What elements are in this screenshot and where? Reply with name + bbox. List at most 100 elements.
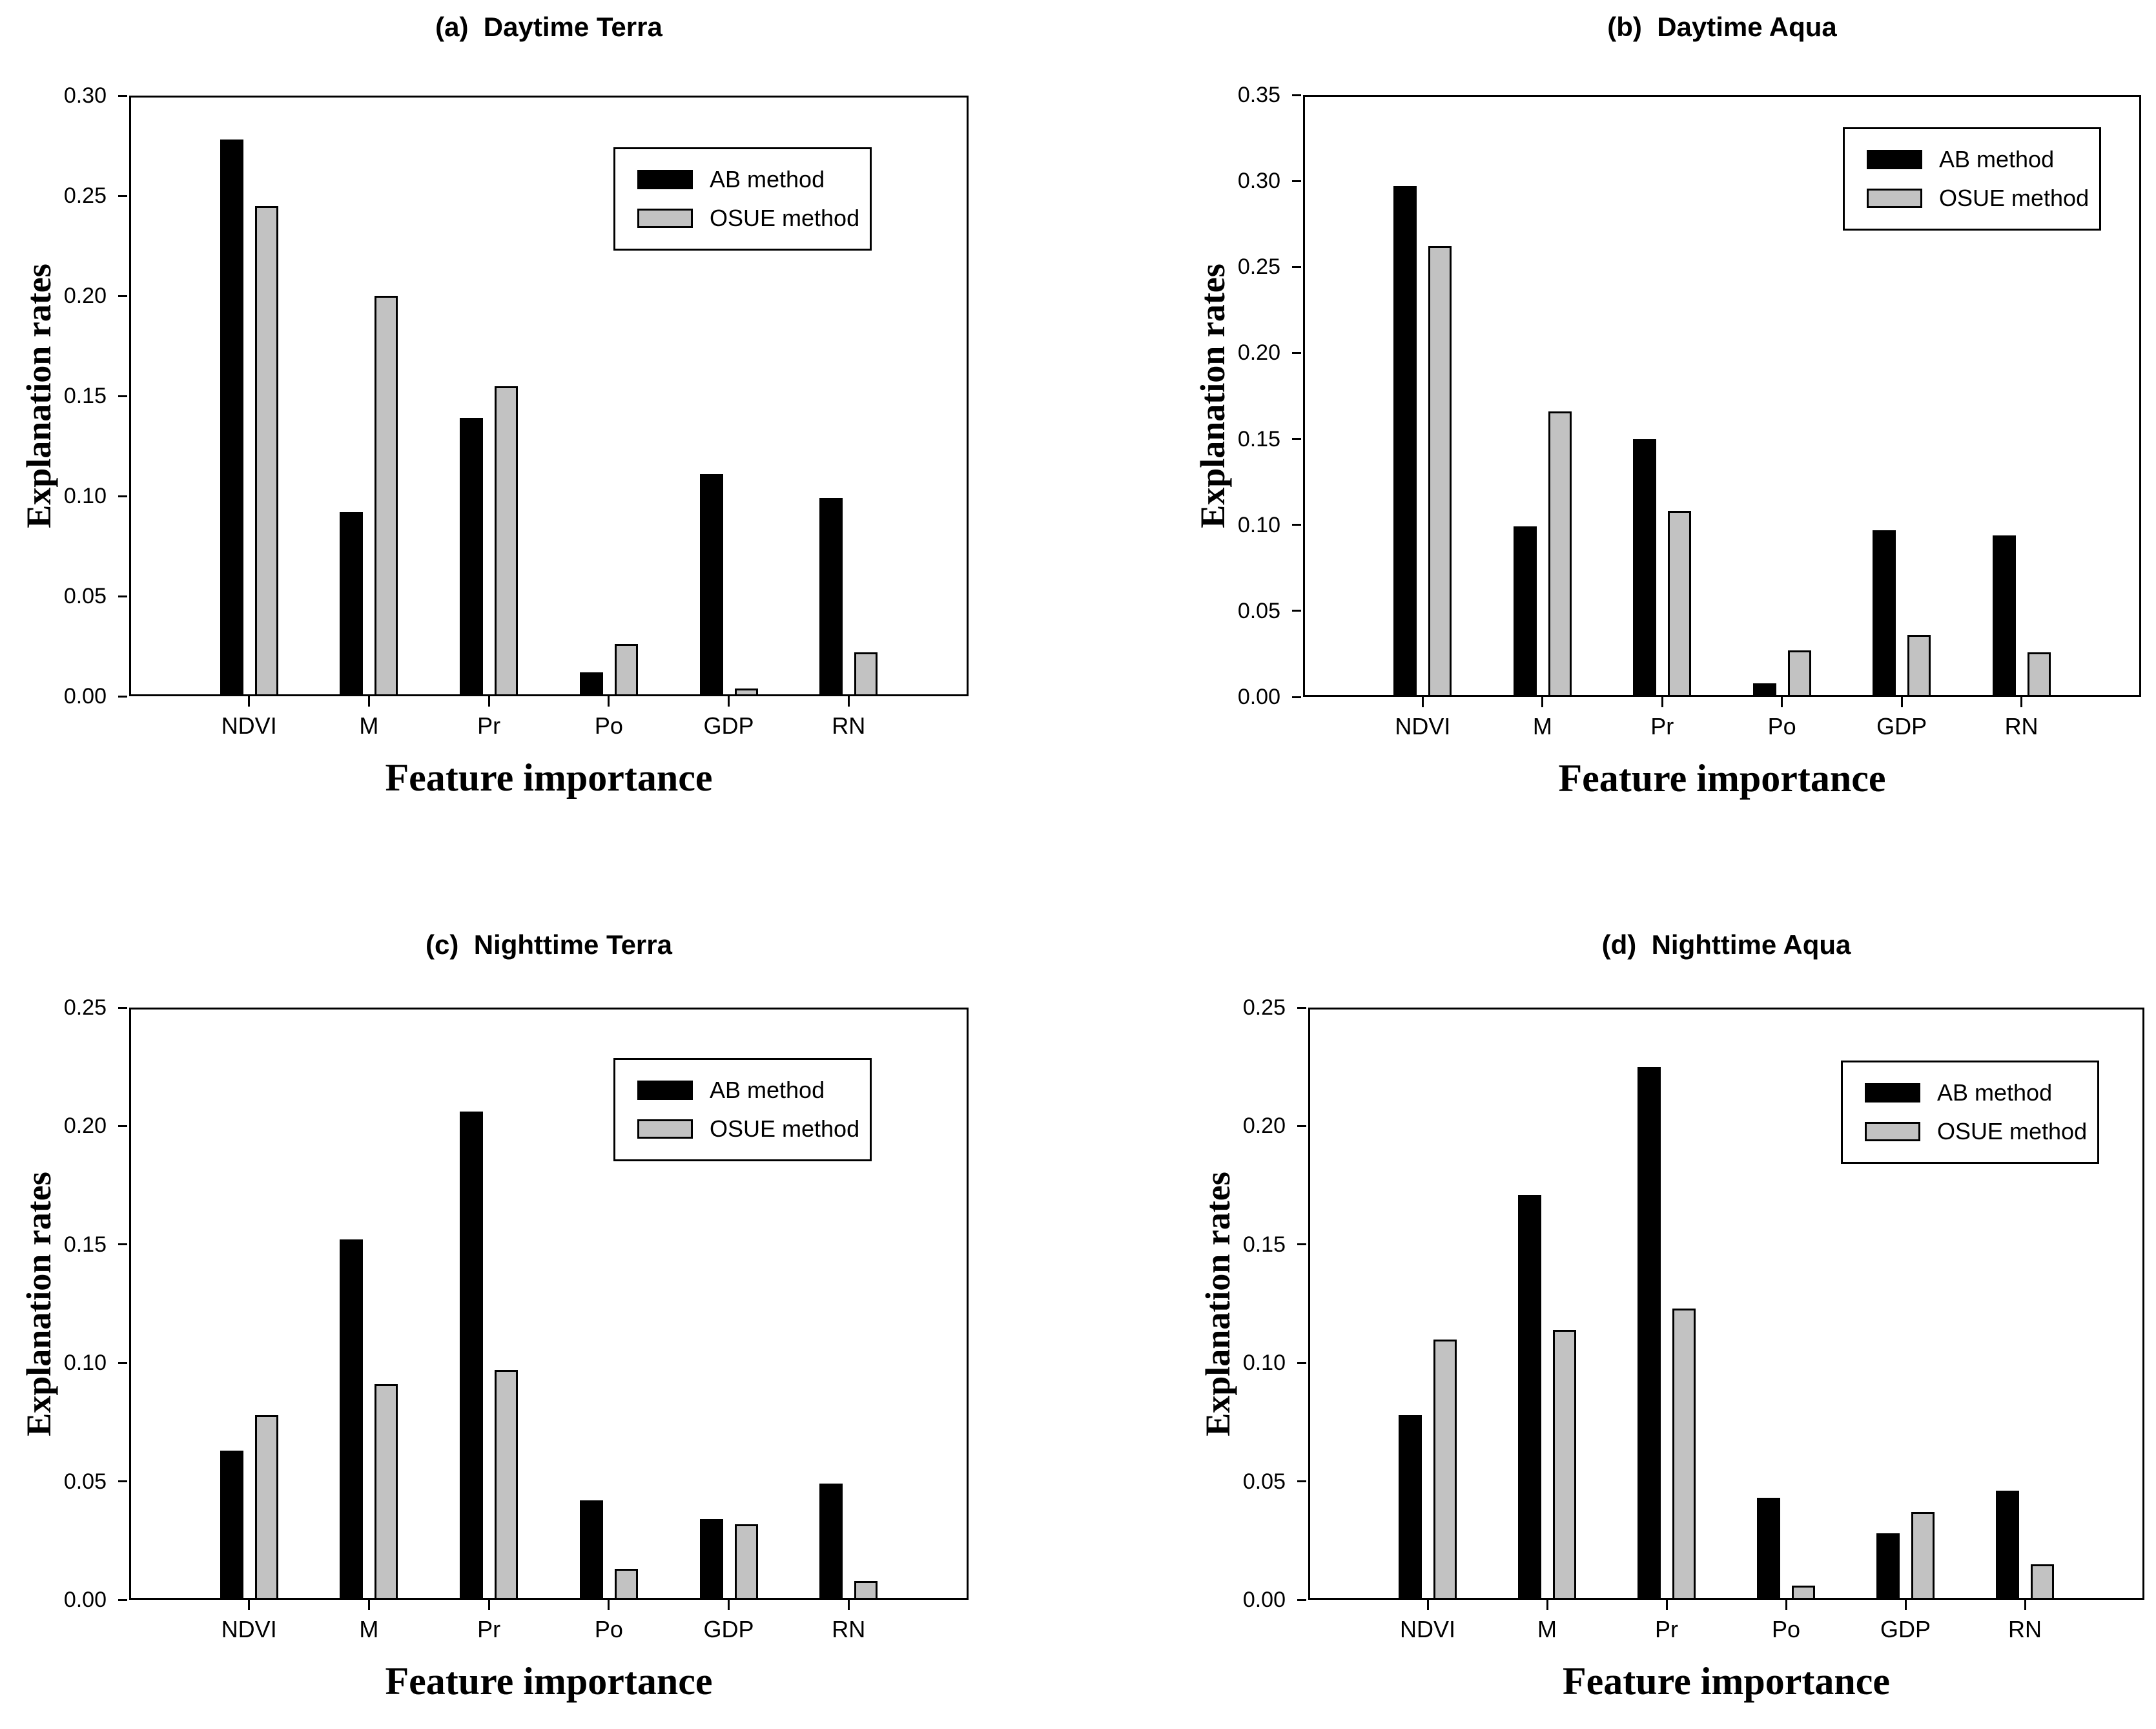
- legend-label: OSUE method: [1937, 1118, 2088, 1144]
- legend-swatch-osue-method: [637, 1119, 693, 1139]
- x-tick: [1665, 1600, 1668, 1610]
- y-tick: [1297, 1006, 1306, 1009]
- legend-item-osue-method: OSUE method: [1867, 187, 2099, 210]
- bar-ab-method-gdp: [699, 1519, 723, 1600]
- bar-ab-method-po: [579, 1500, 603, 1600]
- y-tick-label: 0.25: [1237, 254, 1280, 280]
- bar-osue-method-pr: [495, 1370, 518, 1600]
- x-tick: [367, 696, 370, 707]
- y-tick: [118, 1480, 127, 1483]
- legend-label: AB method: [710, 1077, 825, 1103]
- y-tick: [118, 395, 127, 397]
- y-tick: [1297, 1599, 1306, 1601]
- bar-ab-method-ndvi: [220, 1450, 243, 1600]
- y-tick-label: 0.20: [63, 1113, 107, 1139]
- y-axis-label: Explanation rates: [1193, 264, 1232, 528]
- legend: AB method OSUE method: [1841, 1061, 2099, 1164]
- x-tick: [1904, 1600, 1907, 1610]
- chart-title: (b) Daytime Aqua: [1607, 12, 1837, 42]
- y-tick: [1292, 94, 1301, 96]
- bar-ab-method-gdp: [699, 473, 723, 696]
- y-tick-label: 0.20: [63, 284, 107, 308]
- x-axis-label: Feature importance: [1562, 1660, 1891, 1703]
- legend-label: AB method: [1937, 1079, 2053, 1106]
- bar-osue-method-po: [614, 1569, 638, 1600]
- bar-osue-method-gdp: [1907, 635, 1931, 697]
- legend-swatch-osue-method: [637, 209, 693, 228]
- bar-osue-method-pr: [1672, 1308, 1696, 1600]
- bar-ab-method-rn: [819, 1484, 843, 1600]
- bar-osue-method-po: [1792, 1585, 1815, 1600]
- y-tick-label: 0.00: [63, 684, 107, 709]
- y-tick-label: 0.15: [63, 384, 107, 408]
- legend-item-ab-method: AB method: [1865, 1081, 2097, 1104]
- y-tick: [1292, 351, 1301, 354]
- x-tick: [1541, 697, 1544, 707]
- x-tick: [1546, 1600, 1548, 1610]
- y-tick-label: 0.05: [63, 1469, 107, 1494]
- category-label: M: [359, 1616, 379, 1642]
- x-tick: [2020, 697, 2023, 707]
- bar-ab-method-pr: [460, 1112, 484, 1600]
- legend-swatch-ab-method: [637, 1081, 693, 1100]
- bar-ab-method-gdp: [1876, 1533, 1900, 1600]
- bar-osue-method-ndvi: [1433, 1339, 1457, 1600]
- legend: AB method OSUE method: [613, 1058, 872, 1161]
- bar-osue-method-rn: [854, 1580, 878, 1600]
- x-tick: [1781, 697, 1783, 707]
- category-label: Pr: [477, 712, 501, 739]
- legend-item-ab-method: AB method: [1867, 148, 2099, 171]
- bar-ab-method-rn: [1992, 535, 2016, 697]
- x-tick: [1785, 1600, 1787, 1610]
- bar-ab-method-ndvi: [1393, 186, 1417, 697]
- y-tick-label: 0.00: [63, 1588, 107, 1612]
- bar-ab-method-m: [340, 1239, 364, 1600]
- chart-title: (c) Nighttime Terra: [426, 929, 672, 960]
- category-label: Po: [1767, 713, 1796, 740]
- y-tick: [118, 194, 127, 197]
- y-tick-label: 0.20: [1242, 1113, 1286, 1139]
- bar-ab-method-pr: [1633, 439, 1657, 697]
- y-tick: [118, 695, 127, 698]
- bar-ab-method-rn: [1996, 1491, 2019, 1600]
- legend-item-ab-method: AB method: [637, 1079, 870, 1102]
- y-tick: [1292, 180, 1301, 182]
- legend-item-osue-method: OSUE method: [637, 1117, 870, 1141]
- y-tick: [118, 1243, 127, 1246]
- y-tick-label: 0.30: [1237, 169, 1280, 194]
- bar-ab-method-ndvi: [1399, 1414, 1422, 1600]
- bar-ab-method-rn: [819, 498, 843, 696]
- bar-osue-method-pr: [495, 386, 518, 696]
- y-tick: [1297, 1361, 1306, 1364]
- y-tick-label: 0.25: [63, 183, 107, 208]
- bar-osue-method-gdp: [1911, 1512, 1935, 1600]
- x-tick: [728, 696, 730, 707]
- bar-ab-method-m: [1513, 526, 1537, 697]
- legend-swatch-ab-method: [637, 170, 693, 189]
- category-label: Po: [1771, 1616, 1801, 1642]
- y-tick-label: 0.00: [1237, 685, 1280, 709]
- x-tick: [608, 696, 610, 707]
- y-tick: [1292, 438, 1301, 440]
- bar-osue-method-m: [1548, 411, 1572, 697]
- category-label: Pr: [477, 1616, 501, 1642]
- y-tick-label: 0.35: [1237, 83, 1280, 107]
- category-label: RN: [832, 1616, 866, 1642]
- legend-swatch-osue-method: [1867, 189, 1922, 208]
- category-label: NDVI: [1395, 713, 1451, 740]
- y-tick-label: 0.00: [1242, 1588, 1286, 1612]
- y-axis-label: Explanation rates: [1198, 1171, 1237, 1436]
- legend-swatch-ab-method: [1867, 150, 1922, 169]
- x-tick: [248, 1600, 251, 1610]
- bar-osue-method-m: [375, 296, 398, 696]
- bar-osue-method-rn: [2027, 652, 2051, 697]
- category-label: NDVI: [1399, 1616, 1455, 1642]
- category-label: RN: [832, 712, 866, 739]
- category-label: Po: [594, 1616, 623, 1642]
- y-tick: [118, 1361, 127, 1364]
- y-tick-label: 0.15: [1242, 1232, 1286, 1257]
- y-tick-label: 0.10: [1242, 1351, 1286, 1376]
- y-tick: [118, 1124, 127, 1127]
- y-tick: [118, 1006, 127, 1009]
- legend-swatch-osue-method: [1865, 1122, 1920, 1141]
